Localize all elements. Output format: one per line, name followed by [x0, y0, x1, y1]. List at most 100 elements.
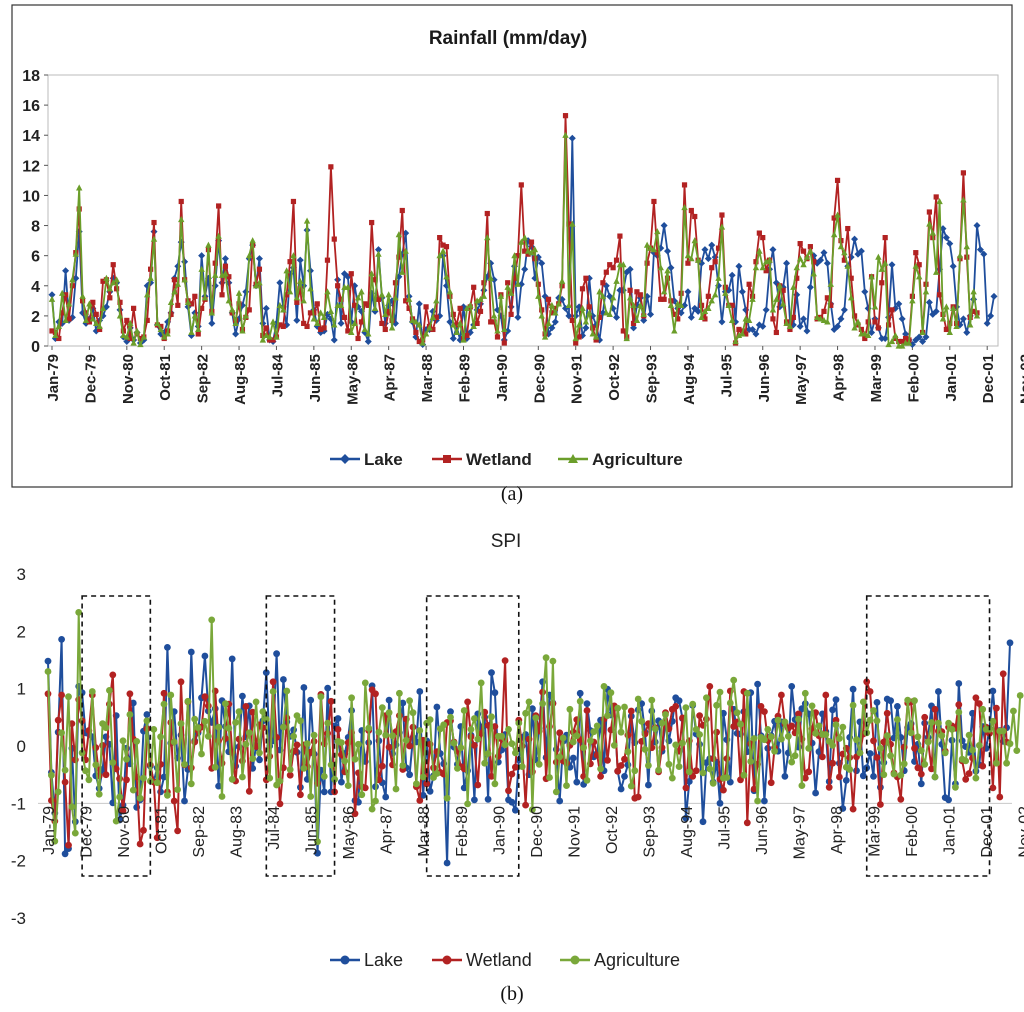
spi-point-agriculture: [1003, 759, 1010, 767]
rainfall-point-agriculture: [929, 229, 936, 236]
spi-point-wetland: [877, 801, 884, 808]
spi-point-wetland: [836, 773, 843, 781]
spi-point-wetland: [112, 765, 120, 773]
rainfall-point-wetland: [892, 335, 898, 342]
rainfall-point-wetland: [933, 194, 939, 200]
rainfall-point-agriculture: [541, 333, 549, 340]
legend-marker-agriculture: [568, 454, 578, 463]
rainfall-point-lake: [976, 246, 984, 254]
rainfall-point-lake: [881, 334, 889, 342]
rainfall-point-wetland: [508, 311, 514, 317]
spi-point-lake: [887, 697, 894, 705]
rainfall-point-lake: [262, 304, 270, 312]
rainfall-point-lake: [548, 324, 556, 332]
rainfall-point-agriculture: [745, 316, 753, 324]
spi-point-wetland: [416, 797, 424, 804]
spi-point-agriculture: [396, 689, 403, 697]
spi-point-agriculture: [440, 721, 448, 729]
rainfall-point-agriculture: [650, 246, 658, 253]
spi-point-agriculture: [310, 731, 318, 739]
rainfall-point-wetland: [110, 262, 116, 268]
spi-point-agriculture: [849, 701, 857, 709]
spi-point-agriculture: [975, 742, 983, 749]
rainfall-point-wetland: [729, 302, 735, 308]
spi-chart: SPI -3 -2 -1 0 1 2 3 Jan-79 Dec-79 Nov-80 Oct-81 S…: [11, 531, 1024, 970]
rainfall-point-agriculture: [116, 312, 124, 319]
spi-point-wetland: [883, 709, 891, 717]
spi-point-agriculture: [481, 759, 489, 767]
rainfall-point-lake: [647, 310, 655, 318]
spi-legend-marker-agriculture: [570, 955, 580, 965]
rainfall-point-lake: [738, 288, 746, 296]
spi-point-lake: [143, 711, 151, 718]
rainfall-point-agriculture: [830, 231, 838, 238]
rainfall-y-tick-label: 10: [22, 188, 40, 205]
spi-point-agriculture: [454, 765, 461, 772]
rainfall-point-lake: [364, 337, 372, 345]
rainfall-point-agriculture: [365, 330, 372, 337]
rainfall-point-wetland: [338, 296, 344, 302]
rainfall-point-lake: [922, 333, 930, 341]
rainfall-point-wetland: [192, 293, 198, 299]
rainfall-point-agriculture: [960, 196, 967, 203]
rainfall-x-tick-label: Jul-84: [269, 353, 286, 397]
rainfall-point-lake: [959, 315, 967, 323]
rainfall-point-wetland: [702, 316, 708, 322]
rainfall-point-wetland: [787, 326, 793, 333]
rainfall-x-tick-label: Jan-01: [943, 354, 960, 402]
rainfall-point-agriculture: [647, 244, 654, 251]
spi-point-wetland: [174, 827, 182, 835]
spi-point-agriculture: [914, 733, 922, 741]
spi-point-agriculture: [607, 689, 615, 697]
spi-point-lake: [761, 797, 768, 805]
rainfall-point-wetland: [879, 280, 885, 286]
rainfall-point-wetland: [821, 308, 827, 314]
rainfall-point-wetland: [654, 250, 660, 256]
rainfall-point-wetland: [753, 259, 759, 265]
spi-point-wetland: [191, 738, 199, 746]
spi-point-wetland: [71, 756, 79, 764]
spi-point-lake: [491, 689, 499, 697]
spi-point-lake: [645, 781, 652, 789]
spi-point-agriculture: [692, 726, 700, 733]
rainfall-point-wetland: [862, 335, 868, 342]
rainfall-point-agriculture: [55, 322, 63, 330]
rainfall-point-agriculture: [314, 319, 321, 327]
rainfall-point-agriculture: [439, 247, 447, 254]
rainfall-point-lake: [980, 250, 988, 258]
spi-point-agriculture: [593, 722, 601, 730]
rainfall-point-lake: [868, 328, 876, 336]
spi-point-agriculture: [761, 736, 768, 744]
rainfall-point-lake: [449, 334, 457, 342]
rainfall-point-agriculture: [524, 247, 532, 254]
rainfall-point-lake: [834, 322, 842, 330]
spi-point-wetland: [525, 735, 533, 743]
rainfall-point-agriculture: [844, 262, 851, 269]
spi-point-wetland: [778, 691, 785, 699]
rainfall-point-lake: [823, 259, 831, 267]
spi-point-agriculture: [832, 721, 840, 729]
rainfall-point-wetland: [127, 335, 133, 342]
spi-point-wetland: [583, 707, 591, 714]
spi-point-agriculture: [999, 727, 1007, 735]
spi-point-agriculture: [750, 735, 758, 742]
rainfall-point-lake: [514, 313, 522, 321]
spi-point-lake: [556, 797, 564, 805]
spi-point-agriculture: [351, 755, 359, 763]
spi-point-agriculture: [972, 774, 980, 782]
spi-point-agriculture: [505, 726, 512, 733]
spi-point-agriculture: [556, 753, 564, 761]
spi-point-agriculture: [259, 708, 267, 715]
rainfall-point-lake: [783, 259, 791, 267]
spi-point-agriculture: [645, 762, 652, 769]
rainfall-point-agriculture: [752, 264, 760, 271]
spi-point-agriculture: [962, 757, 970, 765]
spi-x-tick-label: Oct-81: [154, 806, 171, 854]
rainfall-point-agriculture: [507, 289, 515, 296]
spi-point-lake: [894, 703, 901, 710]
rainfall-point-lake: [538, 259, 546, 267]
rainfall-point-agriculture: [147, 274, 154, 281]
rainfall-point-agriculture: [545, 319, 552, 327]
spi-point-agriculture: [894, 716, 901, 723]
spi-y-tick-label: 2: [17, 622, 26, 641]
